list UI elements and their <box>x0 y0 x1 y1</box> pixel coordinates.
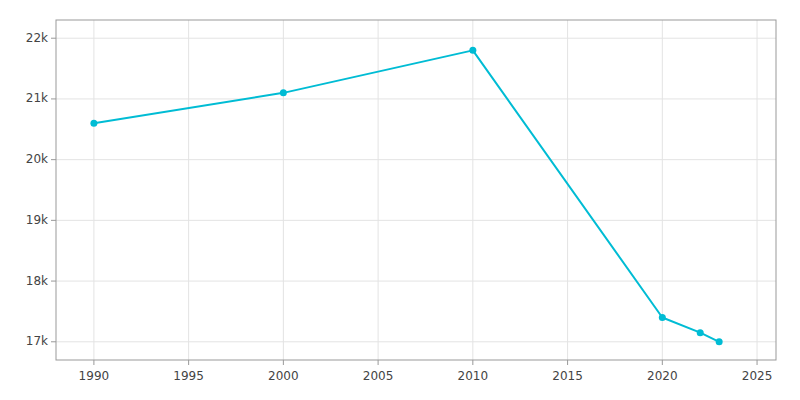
x-tick <box>757 360 758 365</box>
x-tick-label: 2005 <box>363 369 394 383</box>
y-tick-label: 19k <box>26 213 48 227</box>
x-tick <box>188 360 189 365</box>
y-tick-label: 17k <box>26 334 48 348</box>
point <box>469 47 476 54</box>
y-tick <box>51 281 56 282</box>
point <box>697 329 704 336</box>
plot-frame <box>56 20 776 360</box>
chart-svg: 17k 18k 19k 20k 21k 22k 1990 1995 2000 2005 2010 20… <box>0 0 800 400</box>
x-tick-label: 1990 <box>79 369 110 383</box>
x-tick-label: 1995 <box>173 369 204 383</box>
y-tick-label: 22k <box>26 31 48 45</box>
y-grid-line <box>56 281 776 282</box>
y-grid-line <box>56 159 776 160</box>
x-tick <box>93 360 94 365</box>
x-grid-line <box>283 20 284 360</box>
y-tick <box>51 38 56 39</box>
x-tick-label: 2000 <box>268 369 299 383</box>
y-tick <box>51 220 56 221</box>
y-grid-line <box>56 98 776 99</box>
y-tick-label: 21k <box>26 91 48 105</box>
x-grid-line <box>472 20 473 360</box>
y-tick-label: 18k <box>26 274 48 288</box>
x-grid-line <box>188 20 189 360</box>
x-grid-line <box>757 20 758 360</box>
x-tick <box>662 360 663 365</box>
point <box>659 314 666 321</box>
point <box>90 120 97 127</box>
point <box>716 338 723 345</box>
x-tick <box>378 360 379 365</box>
x-tick <box>567 360 568 365</box>
x-grid-line <box>567 20 568 360</box>
x-tick-label: 2015 <box>552 369 583 383</box>
grid <box>56 20 776 360</box>
y-grid-line <box>56 38 776 39</box>
x-tick <box>283 360 284 365</box>
x-tick-label: 2010 <box>458 369 489 383</box>
x-grid-line <box>93 20 94 360</box>
axes: 17k 18k 19k 20k 21k 22k 1990 1995 2000 2005 2010 20… <box>26 31 773 383</box>
line <box>94 50 719 341</box>
x-tick-label: 2025 <box>742 369 773 383</box>
x-tick <box>472 360 473 365</box>
x-grid-line <box>662 20 663 360</box>
y-grid-line <box>56 341 776 342</box>
y-tick <box>51 341 56 342</box>
y-grid-line <box>56 220 776 221</box>
y-tick <box>51 98 56 99</box>
chart-container: 17k 18k 19k 20k 21k 22k 1990 1995 2000 2005 2010 20… <box>0 0 800 400</box>
x-tick-label: 2020 <box>647 369 678 383</box>
y-tick <box>51 159 56 160</box>
y-tick-label: 20k <box>26 152 48 166</box>
series <box>90 47 722 345</box>
point <box>280 89 287 96</box>
